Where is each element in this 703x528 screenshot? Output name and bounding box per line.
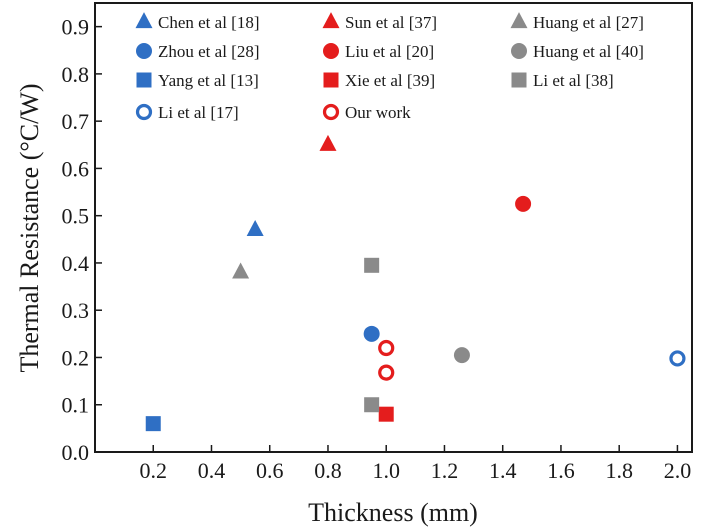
x-tick-label: 1.6: [547, 458, 575, 483]
legend-marker: [136, 72, 152, 88]
x-tick-label: 2.0: [664, 458, 692, 483]
y-axis-title: Thermal Resistance (°C/W): [15, 83, 44, 372]
data-point: [364, 257, 380, 273]
y-tick-label: 0.4: [62, 251, 90, 276]
legend-marker: [136, 43, 152, 59]
y-tick-label: 0.3: [62, 298, 90, 323]
data-point: [669, 350, 686, 367]
legend-label: Chen et al [18]: [158, 13, 260, 32]
y-tick-label: 0.0: [62, 440, 90, 465]
legend: Chen et al [18] Sun et al [37] Huang et al…: [135, 12, 644, 122]
y-tick-label: 0.2: [62, 345, 90, 370]
plot-frame: [94, 2, 693, 453]
data-point: [319, 134, 337, 151]
legend-marker: [511, 72, 527, 88]
legend-marker: [135, 103, 153, 121]
x-tick-label: 1.8: [605, 458, 633, 483]
data-point: [246, 219, 264, 236]
legend-label: Yang et al [13]: [158, 71, 259, 90]
data-points: [145, 134, 686, 432]
legend-marker: [322, 12, 340, 29]
data-point: [515, 195, 532, 212]
legend-label: Li et al [38]: [533, 71, 614, 90]
data-point: [363, 325, 380, 342]
data-point: [453, 347, 470, 364]
legend-marker: [323, 72, 339, 88]
x-tick-label: 1.0: [372, 458, 400, 483]
y-tick-label: 0.5: [62, 204, 90, 229]
legend-label: Liu et al [20]: [345, 42, 434, 61]
legend-label: Sun et al [37]: [345, 13, 437, 32]
legend-label: Our work: [345, 103, 411, 122]
y-tick-label: 0.1: [62, 393, 90, 418]
legend-marker: [510, 12, 528, 29]
legend-label: Li et al [17]: [158, 103, 239, 122]
legend-marker: [511, 43, 527, 59]
data-point: [232, 262, 250, 279]
legend-marker: [135, 12, 153, 29]
x-tick-label: 0.8: [314, 458, 342, 483]
x-tick-label: 0.6: [256, 458, 284, 483]
y-tick-label: 0.7: [62, 109, 90, 134]
data-point: [145, 416, 161, 432]
x-axis-title: Thickness (mm): [308, 498, 478, 527]
axis-ticks: 0.2 0.4 0.6 0.8 1.0 1.2 1.4 1.6 1.8 2.0 0.0 0.1 0.2 0…: [62, 15, 692, 483]
legend-marker: [323, 43, 339, 59]
data-point: [378, 339, 395, 357]
x-tick-label: 0.4: [198, 458, 226, 483]
legend-label: Huang et al [27]: [533, 13, 644, 32]
y-tick-label: 0.6: [62, 156, 90, 181]
x-tick-label: 1.2: [431, 458, 459, 483]
y-tick-label: 0.9: [62, 15, 90, 40]
legend-label: Huang et al [40]: [533, 42, 644, 61]
legend-marker: [322, 103, 340, 121]
data-point: [378, 364, 395, 381]
legend-label: Xie et al [39]: [345, 71, 435, 90]
y-tick-label: 0.8: [62, 62, 90, 87]
x-tick-label: 1.4: [489, 458, 517, 483]
legend-label: Zhou et al [28]: [158, 42, 260, 61]
data-point: [364, 397, 380, 413]
data-point: [378, 406, 394, 422]
x-tick-label: 0.2: [139, 458, 167, 483]
